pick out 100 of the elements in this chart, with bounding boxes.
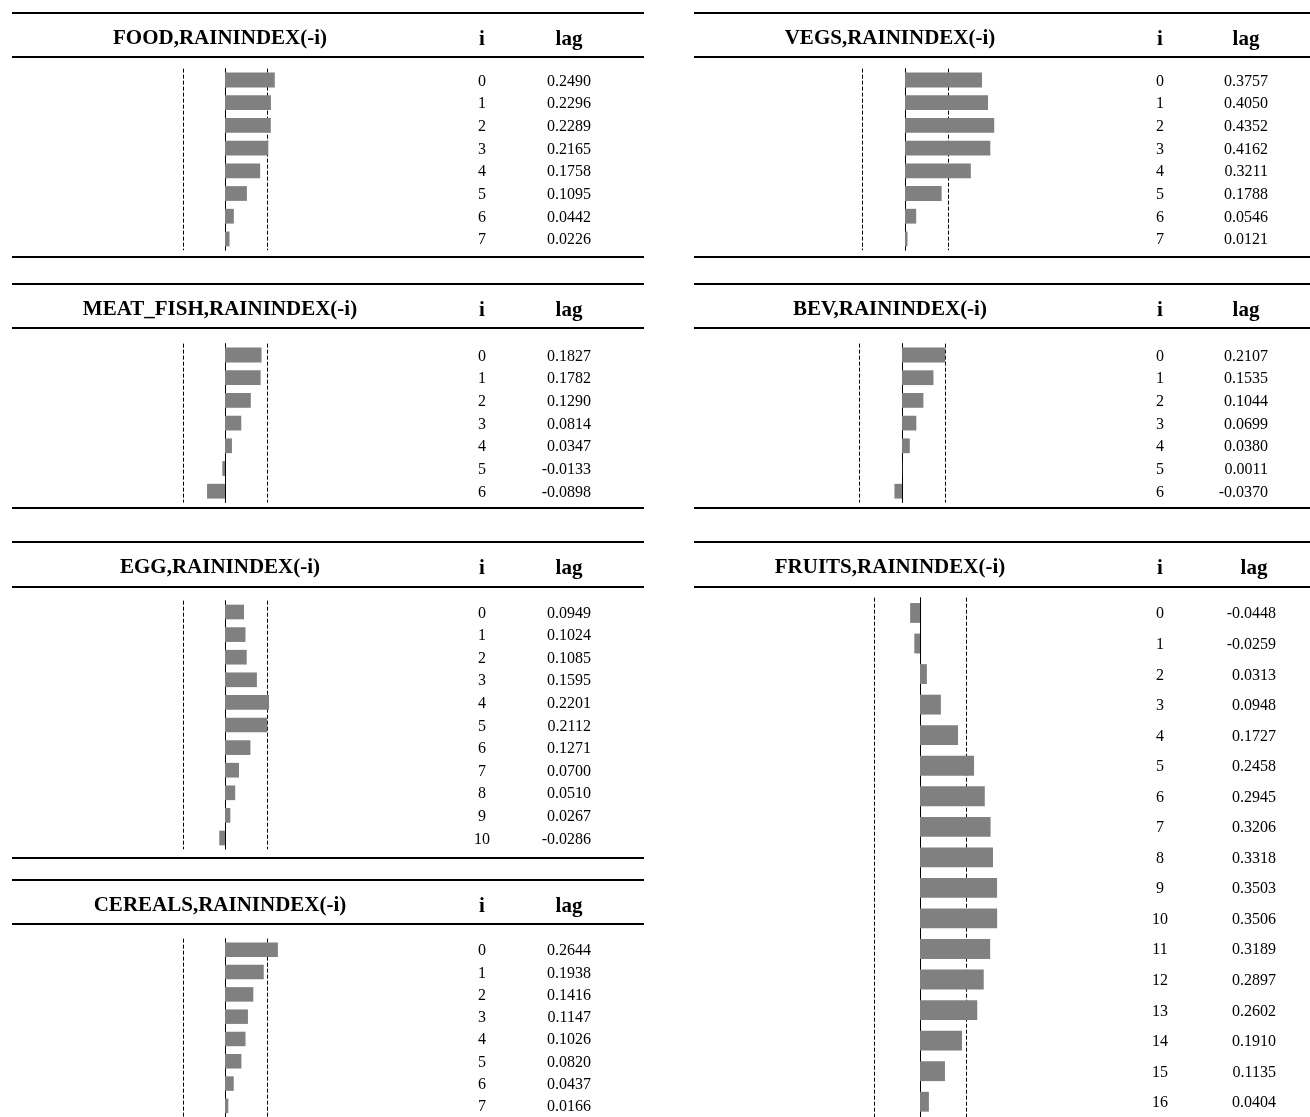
bar: [225, 808, 231, 823]
data-label: 0.3503: [1232, 879, 1276, 897]
y-tick-label: 6: [1156, 207, 1164, 225]
bar: [225, 163, 261, 179]
bar: [225, 1031, 246, 1047]
data-label: 0.1044: [1224, 391, 1268, 409]
data-label: 0.1595: [547, 671, 591, 689]
data-label: -0.0286: [541, 829, 591, 847]
y-tick-label: 4: [1156, 437, 1164, 455]
data-label: 0.0347: [547, 437, 591, 455]
y-tick-label: 5: [1156, 185, 1164, 202]
data-label: 0.2644: [547, 941, 591, 959]
data-label: 0.3757: [1224, 71, 1268, 89]
bar: [914, 633, 920, 654]
y-tick-label: 3: [478, 671, 486, 689]
bar: [222, 461, 225, 476]
bar: [905, 118, 995, 133]
y-tick-label: 4: [478, 437, 486, 455]
y-tick-label: 1: [478, 94, 486, 112]
y-tick-label: 0: [1156, 71, 1164, 89]
y-tick-label: 0: [478, 603, 486, 621]
data-label: 0.1416: [547, 985, 591, 1003]
y-tick-label: 2: [1156, 391, 1164, 409]
data-label: -0.0448: [1226, 604, 1276, 622]
data-label: 0.0404: [1232, 1093, 1276, 1111]
data-label: 0.0820: [547, 1052, 591, 1070]
bar: [225, 370, 261, 386]
data-label: 0.1147: [547, 1008, 591, 1026]
data-label: 0.0166: [547, 1097, 591, 1115]
data-label: 0.3506: [1232, 909, 1276, 927]
data-label: 0.2897: [1232, 971, 1276, 989]
y-tick-label: 2: [1156, 116, 1164, 134]
bar: [225, 964, 264, 980]
bar: [902, 347, 946, 363]
bar: [920, 725, 958, 746]
y-tick-label: 4: [1156, 726, 1164, 744]
data-label: 0.4162: [1224, 139, 1268, 157]
bar: [207, 483, 225, 499]
data-label: 0.0546: [1224, 207, 1268, 225]
y-axis-title: i: [1157, 555, 1164, 579]
y-axis-title: i: [479, 893, 486, 917]
y-axis-title: i: [1157, 26, 1164, 50]
bar: [225, 393, 251, 408]
bar: [225, 95, 271, 111]
y-axis-title: i: [479, 555, 486, 579]
bar: [905, 95, 989, 111]
y-tick-label: 3: [1156, 696, 1164, 714]
data-label: 0.1085: [547, 648, 591, 666]
y-tick-label: 11: [1152, 940, 1168, 958]
bar: [902, 438, 910, 454]
data-label: 0.2945: [1232, 787, 1276, 805]
data-label: 0.1026: [547, 1030, 591, 1048]
bar: [225, 649, 247, 665]
chart-title: CEREALS,RAININDEX(-i): [93, 892, 347, 916]
bar: [225, 1076, 234, 1091]
text: lag: [555, 297, 583, 321]
chart-title: MEAT_FISH,RAININDEX(-i): [82, 296, 358, 320]
data-label: 0.3189: [1232, 940, 1276, 958]
data-label: 0.0121: [1224, 230, 1268, 248]
y-tick-label: 5: [1156, 757, 1164, 775]
bar: [920, 1000, 978, 1021]
chart-title: FRUITS,RAININDEX(-i): [774, 554, 1006, 578]
text: lag: [555, 893, 583, 917]
y-tick-label: 8: [478, 784, 486, 802]
y-tick-label: 16: [1152, 1093, 1168, 1111]
bar: [225, 438, 232, 454]
data-label: 0.4050: [1224, 94, 1268, 112]
y-tick-label: 0: [1156, 346, 1164, 364]
y-tick-label: 0: [478, 71, 486, 89]
bar: [225, 717, 268, 733]
bar: [905, 72, 983, 88]
y-tick-label: 7: [478, 1097, 486, 1115]
data-label: -0.0370: [1218, 482, 1268, 500]
y-tick-label: 9: [478, 806, 486, 824]
y-tick-label: 4: [1156, 162, 1164, 180]
bar: [225, 1054, 242, 1069]
data-label: 0.1827: [547, 346, 591, 364]
y-tick-label: 3: [478, 1008, 486, 1026]
y-tick-label: 1: [478, 369, 486, 387]
y-tick-label: 0: [478, 941, 486, 959]
y-tick-label: 1: [478, 963, 486, 981]
data-label: 0.2201: [547, 693, 591, 711]
y-tick-label: 1: [478, 626, 486, 644]
bar: [920, 1061, 945, 1082]
bar: [920, 939, 991, 959]
data-label: 0.3318: [1232, 848, 1276, 866]
bar: [920, 694, 941, 715]
data-label: 0.0437: [547, 1075, 591, 1093]
y-tick-label: 6: [1156, 787, 1164, 805]
y-tick-label: 5: [478, 460, 486, 477]
chart-title: BEV,RAININDEX(-i): [793, 296, 987, 320]
bar: [225, 118, 271, 133]
y-tick-label: 0: [1156, 604, 1164, 622]
data-label: 0.1727: [1232, 726, 1276, 744]
data-label: 0.0442: [547, 207, 591, 225]
bar: [225, 72, 275, 88]
bar: [225, 186, 247, 201]
data-label: 0.0313: [1232, 665, 1276, 683]
y-tick-label: 5: [478, 716, 486, 734]
y-tick-label: 4: [478, 693, 486, 711]
